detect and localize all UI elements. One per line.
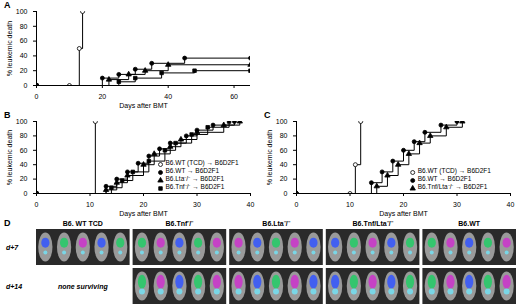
svg-text:B6.WT: B6.WT bbox=[458, 220, 481, 227]
svg-text:40: 40 bbox=[20, 161, 28, 168]
svg-text:20: 20 bbox=[400, 201, 408, 208]
svg-text:B6.Tnf/Lta⁻/⁻ → B6D2F1: B6.Tnf/Lta⁻/⁻ → B6D2F1 bbox=[418, 183, 488, 190]
svg-text:B6.WT → B6D2F1: B6.WT → B6D2F1 bbox=[166, 167, 220, 174]
html-text:B: B bbox=[4, 110, 11, 120]
svg-text:20: 20 bbox=[280, 175, 288, 182]
svg-text:% leukemic death: % leukemic death bbox=[6, 130, 13, 185]
html-text:D: D bbox=[4, 218, 11, 228]
svg-text:0: 0 bbox=[295, 201, 299, 208]
svg-text:80: 80 bbox=[20, 132, 28, 139]
svg-text:none surviving: none surviving bbox=[58, 283, 109, 291]
svg-text:Days after BMT: Days after BMT bbox=[119, 210, 168, 218]
svg-text:80: 80 bbox=[280, 132, 288, 139]
svg-text:0: 0 bbox=[35, 93, 39, 100]
svg-text:80: 80 bbox=[20, 23, 28, 30]
svg-text:60: 60 bbox=[20, 147, 28, 154]
svg-text:d+7: d+7 bbox=[6, 244, 19, 251]
svg-text:100: 100 bbox=[16, 118, 28, 125]
svg-text:Days after BMT: Days after BMT bbox=[379, 210, 428, 218]
svg-text:20: 20 bbox=[20, 175, 28, 182]
svg-text:0: 0 bbox=[24, 82, 28, 89]
svg-text:B6.WT (TCD) → B6D2F1: B6.WT (TCD) → B6D2F1 bbox=[166, 159, 240, 167]
svg-text:30: 30 bbox=[453, 201, 461, 208]
svg-text:20: 20 bbox=[140, 201, 148, 208]
svg-text:0: 0 bbox=[24, 190, 28, 197]
svg-text:B6.Lta⁻/⁻: B6.Lta⁻/⁻ bbox=[262, 220, 290, 227]
svg-text:% leukemic death: % leukemic death bbox=[6, 21, 13, 76]
svg-text:40: 40 bbox=[507, 201, 515, 208]
svg-text:20: 20 bbox=[20, 67, 28, 74]
svg-text:0: 0 bbox=[284, 190, 288, 197]
svg-text:B6.WT → B6D2F1: B6.WT → B6D2F1 bbox=[418, 175, 472, 182]
svg-text:60: 60 bbox=[20, 37, 28, 44]
svg-text:20: 20 bbox=[98, 93, 106, 100]
svg-text:d+14: d+14 bbox=[6, 283, 22, 290]
svg-text:100: 100 bbox=[276, 118, 288, 125]
svg-text:0: 0 bbox=[35, 201, 39, 208]
svg-text:B6.Tnf⁻/⁻: B6.Tnf⁻/⁻ bbox=[166, 220, 195, 227]
svg-text:% leukemic death: % leukemic death bbox=[266, 130, 273, 185]
svg-text:B6.Tnf/Lta⁻/⁻: B6.Tnf/Lta⁻/⁻ bbox=[353, 220, 394, 227]
html-text:C: C bbox=[264, 110, 271, 120]
svg-text:40: 40 bbox=[164, 93, 172, 100]
svg-text:40: 40 bbox=[20, 52, 28, 59]
svg-text:B6.Tnf⁻/⁻ → B6D2F1: B6.Tnf⁻/⁻ → B6D2F1 bbox=[166, 183, 225, 190]
svg-text:40: 40 bbox=[247, 201, 255, 208]
svg-text:10: 10 bbox=[86, 201, 94, 208]
svg-text:B6. WT TCD: B6. WT TCD bbox=[63, 220, 103, 227]
html-text:A: A bbox=[4, 0, 11, 10]
svg-text:40: 40 bbox=[280, 161, 288, 168]
svg-text:60: 60 bbox=[280, 147, 288, 154]
svg-text:B6.WT (TCD) → B6D2F1: B6.WT (TCD) → B6D2F1 bbox=[418, 167, 492, 175]
svg-text:B6.Lta⁻/⁻ → B6D2F1: B6.Lta⁻/⁻ → B6D2F1 bbox=[166, 175, 225, 182]
svg-text:10: 10 bbox=[346, 201, 354, 208]
svg-text:30: 30 bbox=[193, 201, 201, 208]
svg-text:100: 100 bbox=[16, 8, 28, 15]
svg-text:Days after BMT: Days after BMT bbox=[119, 102, 168, 110]
svg-text:60: 60 bbox=[230, 93, 238, 100]
